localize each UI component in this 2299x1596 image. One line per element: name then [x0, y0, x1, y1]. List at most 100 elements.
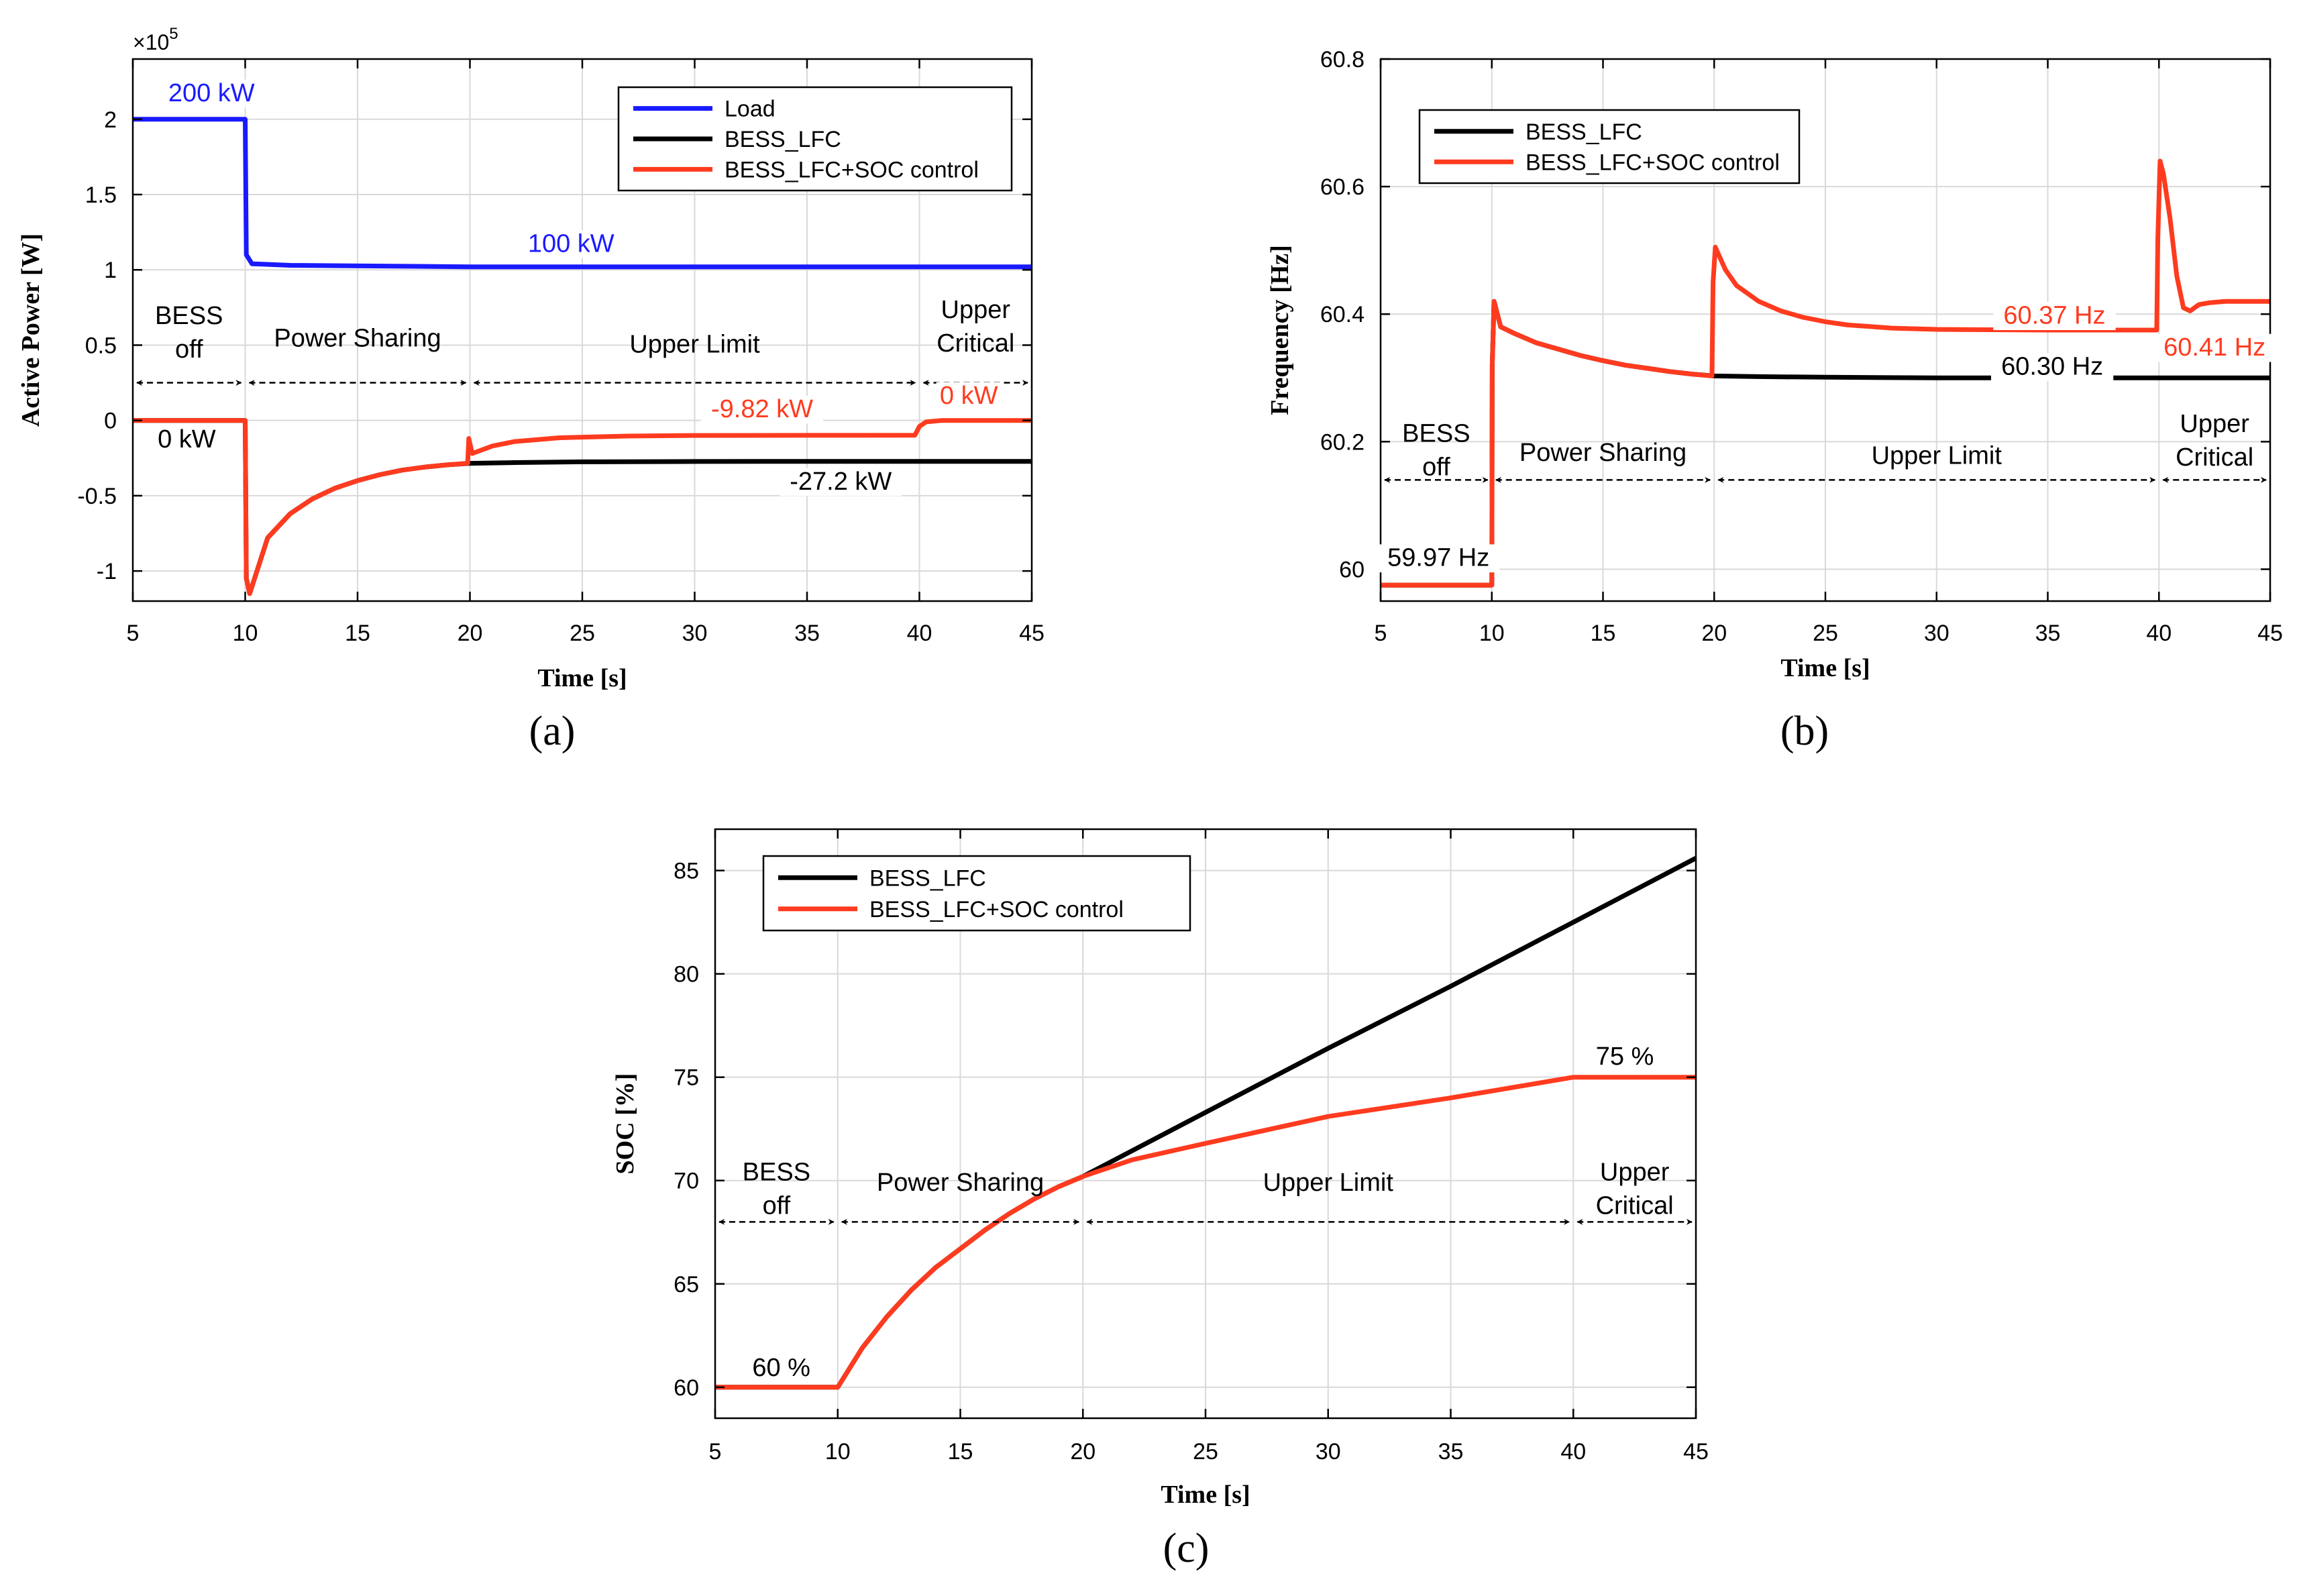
y-tick-label: 60	[1339, 557, 1365, 582]
panel-label: (c)	[1163, 1526, 1210, 1571]
chart-a: 5 10 15 20 25 30 35 40 45-1-0.500.511.52×105Time…	[17, 25, 1045, 754]
x-tick-label: 30	[1316, 1439, 1341, 1465]
region-2: Upper Limit	[1086, 1169, 1570, 1225]
x-tick-label: 15	[1591, 621, 1616, 646]
annotation-label: 60.30 Hz	[2001, 353, 2103, 381]
axis-exponent-base: ×10	[133, 30, 169, 54]
y-tick-label: 85	[674, 859, 699, 884]
series-line-load	[133, 117, 1032, 270]
y-tick-label: 60.2	[1320, 429, 1365, 455]
annotation-label: 75 %	[1596, 1043, 1654, 1071]
x-tick-label: 40	[2146, 621, 2172, 646]
legend-label: BESS_LFC+SOC control	[725, 157, 979, 182]
x-tick-label: 5	[709, 1439, 722, 1465]
annotation-label: 59.97 Hz	[1387, 544, 1489, 572]
annotation-label: -27.2 kW	[790, 468, 892, 496]
annotation-backdrop	[2153, 333, 2276, 362]
legend-box	[762, 855, 1191, 932]
axis-exponent-label: ×105	[133, 25, 178, 54]
region-label: Upper Limit	[1263, 1169, 1394, 1197]
region-3: Upper Critical	[1576, 1159, 1693, 1225]
annotation-backdrop	[524, 229, 619, 258]
y-tick-label: -1	[97, 559, 117, 584]
x-tick-label: 15	[948, 1439, 973, 1465]
annotation-backdrop	[164, 79, 259, 108]
x-tick-label: 45	[1019, 621, 1045, 646]
chart-c: 5 10 15 20 25 30 35 40 45 60 65 70 75 80 85 Time [s] SOC…	[611, 828, 1709, 1571]
x-tick-label: 40	[1560, 1439, 1586, 1465]
region-label: Power Sharing	[877, 1169, 1044, 1197]
region-label: Upper	[1600, 1159, 1670, 1187]
annotation-label: -9.82 kW	[711, 395, 813, 423]
y-tick-label: -0.5	[77, 484, 117, 509]
region-1: Power Sharing	[841, 1169, 1080, 1225]
panel-label: (b)	[1780, 708, 1829, 754]
y-tick-label: 1	[104, 258, 117, 283]
region-label: Critical	[1596, 1192, 1674, 1220]
region-label: Critical	[2176, 443, 2253, 472]
x-tick-label: 45	[2257, 621, 2283, 646]
region-1: Power Sharing	[248, 325, 467, 386]
annotation-label: 100 kW	[528, 229, 614, 258]
legend-label: BESS_LFC+SOC control	[869, 897, 1124, 922]
region-label: Upper	[941, 296, 1011, 324]
region-label: Critical	[937, 329, 1014, 358]
x-tick-label: 5	[127, 621, 140, 646]
legend: Load BESS_LFC BESS_LFC+SOC control	[617, 86, 1013, 192]
y-tick-label: 75	[674, 1065, 699, 1091]
region-2: Upper Limit	[1717, 442, 2156, 483]
annotation-label: 0 kW	[158, 425, 216, 454]
legend-box	[1418, 109, 1801, 184]
x-tick-label: 5	[1375, 621, 1387, 646]
region-3: Upper Critical	[2162, 410, 2267, 483]
region-label: Power Sharing	[274, 325, 441, 353]
y-tick-label: 60	[674, 1375, 699, 1401]
x-axis-label: Time [s]	[537, 664, 627, 692]
annotation-backdrop	[1991, 353, 2114, 382]
y-tick-label: 70	[674, 1169, 699, 1194]
x-tick-label: 45	[1683, 1439, 1709, 1465]
legend: BESS_LFC BESS_LFC+SOC control	[1418, 109, 1801, 184]
series-line-bess_soc	[133, 418, 1032, 596]
legend-label: BESS_LFC	[869, 865, 986, 891]
region-label: Upper Limit	[1872, 442, 2002, 470]
y-axis-label: Frequency [Hz]	[1266, 245, 1294, 415]
x-tick-label: 35	[2035, 621, 2061, 646]
region-label: BESS	[1402, 419, 1470, 447]
x-tick-label: 20	[1070, 1439, 1095, 1465]
annotation-label: 60.37 Hz	[2003, 301, 2105, 329]
region-label: BESS	[155, 302, 223, 330]
legend-label: BESS_LFC+SOC control	[1526, 150, 1780, 175]
x-tick-label: 10	[1479, 621, 1505, 646]
annotation-label: 200 kW	[168, 79, 255, 107]
panel-label: (a)	[529, 708, 576, 754]
region-label: Upper	[2180, 410, 2249, 438]
annotation-backdrop	[1993, 302, 2116, 330]
legend-label: BESS_LFC	[1526, 119, 1642, 145]
annotation-backdrop	[1592, 1043, 1658, 1071]
legend-label: BESS_LFC	[725, 127, 841, 152]
x-tick-label: 25	[1813, 621, 1838, 646]
y-tick-label: 65	[674, 1272, 699, 1297]
x-tick-label: 20	[1701, 621, 1727, 646]
x-tick-label: 30	[682, 621, 708, 646]
x-tick-label: 35	[794, 621, 820, 646]
annotation-backdrop	[936, 382, 1002, 411]
x-tick-label: 10	[233, 621, 258, 646]
annotation-backdrop	[700, 395, 824, 424]
y-tick-label: 1.5	[85, 182, 117, 208]
region-label: Power Sharing	[1519, 439, 1687, 467]
region-0: BESS off	[718, 1159, 835, 1225]
y-tick-label: 0	[104, 409, 117, 434]
region-0: BESS off	[136, 302, 242, 386]
x-tick-label: 40	[907, 621, 932, 646]
y-tick-label: 60.4	[1320, 302, 1365, 327]
y-tick-label: 60.6	[1320, 174, 1365, 200]
region-2: Upper Limit	[473, 331, 916, 386]
annotation-backdrop	[780, 468, 902, 496]
legend-label: Load	[725, 97, 776, 122]
annotation-label: 60.41 Hz	[2163, 333, 2265, 362]
grid	[714, 829, 1697, 1418]
